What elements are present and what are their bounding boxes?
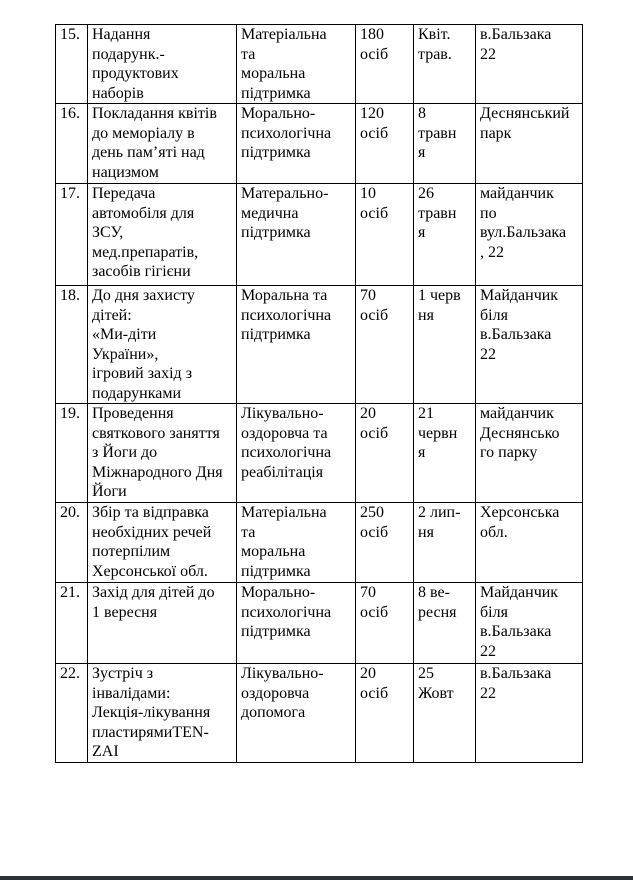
people-count-cell: 120 осіб: [355, 103, 414, 184]
support-type-cell: Матеріальна та моральна підтримка: [236, 24, 356, 104]
row-number-cell: 18.: [55, 285, 88, 404]
location-cell: майданчик по вул.Бальзака , 22: [475, 183, 583, 286]
date-cell: 8 ве- ресня: [413, 582, 476, 664]
location-cell: Херсонська обл.: [475, 502, 583, 583]
people-count-cell: 20 осіб: [355, 403, 414, 503]
table-row: 22. Зустріч з інвалідами: Лекція-лікуван…: [55, 663, 583, 763]
date-cell: 1 черв ня: [413, 285, 476, 404]
people-count-cell: 70 осіб: [355, 582, 414, 664]
people-count-cell: 70 осіб: [355, 285, 414, 404]
row-number-cell: 22.: [55, 663, 88, 763]
support-type-cell: Лікувально- оздоровча та психологічна ре…: [236, 403, 356, 503]
date-cell: 25 Жовт: [413, 663, 476, 763]
date-cell: 26 травн я: [413, 183, 476, 286]
activity-cell: Захід для дітей до 1 вересня: [87, 582, 237, 664]
location-cell: в.Бальзака 22: [475, 663, 583, 763]
support-type-cell: Морально- психологічна підтримка: [236, 103, 356, 184]
support-type-cell: Моральна та психологічна підтримка: [236, 285, 356, 404]
events-table: 15. Надання подарунк.- продуктових набор…: [55, 24, 583, 763]
activity-cell: Збір та відправка необхідних речей потер…: [87, 502, 237, 583]
activity-cell: До дня захисту дітей: «Ми-діти України»,…: [87, 285, 237, 404]
location-cell: в.Бальзака 22: [475, 24, 583, 104]
row-number-cell: 17.: [55, 183, 88, 286]
row-number-cell: 20.: [55, 502, 88, 583]
people-count-cell: 20 осіб: [355, 663, 414, 763]
location-cell: майданчик Деснянсько го парку: [475, 403, 583, 503]
table-row: 20. Збір та відправка необхідних речей п…: [55, 502, 583, 583]
location-cell: Майданчик біля в.Бальзака 22: [475, 582, 583, 664]
date-cell: 2 лип- ня: [413, 502, 476, 583]
people-count-cell: 10 осіб: [355, 183, 414, 286]
activity-cell: Покладання квітів до меморіалу в день па…: [87, 103, 237, 184]
table-row: 16. Покладання квітів до меморіалу в ден…: [55, 103, 583, 184]
people-count-cell: 180 осіб: [355, 24, 414, 104]
support-type-cell: Матеріальна та моральна підтримка: [236, 502, 356, 583]
row-number-cell: 16.: [55, 103, 88, 184]
activity-cell: Проведення святкового заняття з Йоги до …: [87, 403, 237, 503]
activity-cell: Передача автомобіля для ЗСУ, мед.препара…: [87, 183, 237, 286]
table-row: 21. Захід для дітей до 1 вересня Моральн…: [55, 582, 583, 664]
activity-cell: Надання подарунк.- продуктових наборів: [87, 24, 237, 104]
table-row: 17. Передача автомобіля для ЗСУ, мед.пре…: [55, 183, 583, 286]
table-row: 18. До дня захисту дітей: «Ми-діти Украї…: [55, 285, 583, 404]
date-cell: 21 червн я: [413, 403, 476, 503]
support-type-cell: Морально- психологічна підтримка: [236, 582, 356, 664]
support-type-cell: Лікувально- оздоровча допомога: [236, 663, 356, 763]
location-cell: Деснянський парк: [475, 103, 583, 184]
table-row: 19. Проведення святкового заняття з Йоги…: [55, 403, 583, 503]
page-bottom-rule: [0, 876, 633, 880]
date-cell: Квіт. трав.: [413, 24, 476, 104]
people-count-cell: 250 осіб: [355, 502, 414, 583]
location-cell: Майданчик біля в.Бальзака 22: [475, 285, 583, 404]
row-number-cell: 15.: [55, 24, 88, 104]
activity-cell: Зустріч з інвалідами: Лекція-лікування п…: [87, 663, 237, 763]
table-row: 15. Надання подарунк.- продуктових набор…: [55, 24, 583, 104]
row-number-cell: 21.: [55, 582, 88, 664]
date-cell: 8 травн я: [413, 103, 476, 184]
support-type-cell: Матерально- медична підтримка: [236, 183, 356, 286]
row-number-cell: 19.: [55, 403, 88, 503]
